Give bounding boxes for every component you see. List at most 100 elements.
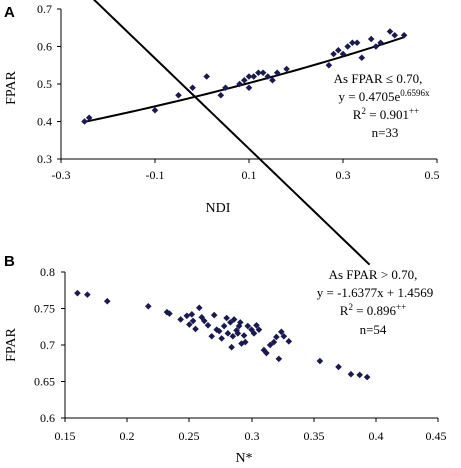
panel-a-data-point <box>81 118 88 125</box>
panel-b-data-point <box>189 317 197 325</box>
panel-a-data-point <box>255 69 262 77</box>
panel-a-annotation-condition: As FPAR ≤ 0.70, <box>334 71 423 86</box>
panel-b-data-point <box>253 321 260 329</box>
panel-b-x-tick-label: 0.45 <box>426 429 447 443</box>
panel-a-points <box>81 28 408 125</box>
panel-b-y-axis-title: FPAR <box>4 327 19 361</box>
panel-b-data-point <box>363 373 371 381</box>
panel-b-annotation-condition: As FPAR > 0.70, <box>329 267 418 282</box>
panel-a-x-tick-label: 0.3 <box>336 168 351 182</box>
panel-b-data-point <box>347 370 355 378</box>
panel-a-annotation-r2: R2 = 0.901++ <box>353 106 419 122</box>
panel-a-data-point <box>400 31 408 39</box>
panel-b-data-point <box>74 289 81 297</box>
panel-b-data-point <box>260 346 268 354</box>
panel-b-annotation-n: n=54 <box>360 322 387 337</box>
panel-b-data-point <box>227 319 234 326</box>
panel-b-y-tick-label: 0.7 <box>40 338 55 352</box>
panel-a-data-point <box>217 91 225 99</box>
panel-a-y-tick-label: 0.4 <box>37 115 52 129</box>
panel-a-y-tick-label: 0.6 <box>37 40 52 54</box>
panel-b-data-point <box>233 327 240 334</box>
panel-a-data-point <box>344 43 351 50</box>
panel-b-data-point <box>316 357 324 365</box>
panel-b-data-point <box>240 332 248 339</box>
panel-a-data-point <box>189 84 196 92</box>
panel-b-data-point <box>356 371 363 379</box>
panel-a-data-point <box>151 106 159 114</box>
panel-a-data-point <box>377 39 384 47</box>
panel-b-data-point <box>230 316 238 323</box>
panel-b-y-tick-label: 0.65 <box>34 375 55 389</box>
panel-b-fit-line <box>92 0 371 266</box>
panel-b-data-point <box>145 303 152 310</box>
panel-b-data-point <box>213 326 220 333</box>
panel-a-label: A <box>4 4 15 21</box>
panel-a-data-point <box>85 114 93 122</box>
panel-a-r2-significance: ++ <box>409 106 419 116</box>
panel-a-data-point <box>391 31 398 39</box>
panel-a-x-ticks: -0.3 -0.1 0.1 0.3 0.5 <box>52 159 440 182</box>
panel-b-data-point <box>250 330 258 337</box>
panel-a-data-point <box>283 65 290 73</box>
panel-b-y-tick-label: 0.75 <box>34 302 55 316</box>
panel-a-data-point <box>367 35 375 43</box>
panel-a-data-point <box>339 50 347 58</box>
panel-b-data-point <box>228 343 235 351</box>
panel-b-data-point <box>263 349 270 357</box>
panel-b-data-point <box>238 340 245 347</box>
panel-b-data-point <box>335 363 342 371</box>
panel-b-r2-significance: ++ <box>396 302 406 312</box>
panel-b-x-tick-label: 0.2 <box>120 429 135 443</box>
panel-b-r2-symbol: R <box>340 303 349 318</box>
panel-b-data-point <box>186 321 193 328</box>
panel-a-data-point <box>273 69 281 77</box>
panel-b-fit-line-group <box>92 0 371 266</box>
panel-b-data-point <box>273 333 280 341</box>
panel-b-data-point <box>266 341 274 349</box>
panel-a-x-tick-label: 0.1 <box>242 168 257 182</box>
panel-a-data-point <box>264 73 272 80</box>
panel-b-r2-exponent: 2 <box>348 302 353 312</box>
panel-a-x-tick-label: -0.3 <box>52 168 71 182</box>
panel-b-x-tick-label: 0.15 <box>55 429 76 443</box>
panel-b-data-point <box>218 335 225 342</box>
panel-b-x-tick-label: 0.35 <box>304 429 325 443</box>
panel-a-data-point <box>335 46 342 54</box>
panel-b-data-point <box>285 338 293 345</box>
panel-b-data-point <box>163 308 171 316</box>
panel-b-x-ticks: 0.15 0.2 0.25 0.3 0.35 0.4 0.45 <box>55 418 447 443</box>
panel-b-x-tick-label: 0.4 <box>369 429 384 443</box>
panel-a-y-axis-title: FPAR <box>4 70 19 104</box>
panel-a-data-point <box>269 76 276 84</box>
panel-b-annotation-equation: y = -1.6377x + 1.4569 <box>317 285 434 300</box>
panel-a-data-point <box>203 73 210 80</box>
panel-b-r2-value: = 0.896 <box>353 303 397 318</box>
panel-a-data-point <box>175 91 182 99</box>
panel-b-data-point <box>200 317 208 325</box>
panel-a-x-tick-label: -0.1 <box>146 168 165 182</box>
panel-a-annotation-equation: y = 0.4705e0.6596x <box>338 88 430 104</box>
panel-b-y-ticks: 0.6 0.65 0.7 0.75 0.8 <box>34 265 65 425</box>
panel-a-y-ticks: 0.3 0.4 0.5 0.6 0.7 <box>37 2 61 166</box>
panel-b-data-point <box>215 327 223 335</box>
panel-a-y-tick-label: 0.7 <box>37 2 52 16</box>
panel-b-data-point <box>275 355 283 363</box>
panel-b-data-point <box>280 332 288 340</box>
panel-a-annotation-n: n=33 <box>372 125 399 140</box>
panel-a-data-point <box>236 80 243 88</box>
panel-a-x-tick-label: 0.5 <box>425 168 440 182</box>
panel-a-y-tick-label: 0.5 <box>37 77 52 91</box>
panel-a-data-point <box>250 73 257 80</box>
panel-a-data-point <box>259 69 267 77</box>
panel-a-data-point <box>358 54 366 62</box>
panel-a-data-point <box>222 84 229 92</box>
panel-a-fit-line-group <box>84 36 405 123</box>
panel-b-data-point <box>255 326 263 333</box>
panel-b-x-axis-title: N* <box>235 451 252 466</box>
panel-b-data-point <box>220 322 228 330</box>
panel-a-r2-value: = 0.901 <box>366 107 409 122</box>
panel-b-data-point <box>235 322 243 330</box>
panel-b-data-point <box>208 332 216 340</box>
panel-a-data-point <box>241 76 248 84</box>
